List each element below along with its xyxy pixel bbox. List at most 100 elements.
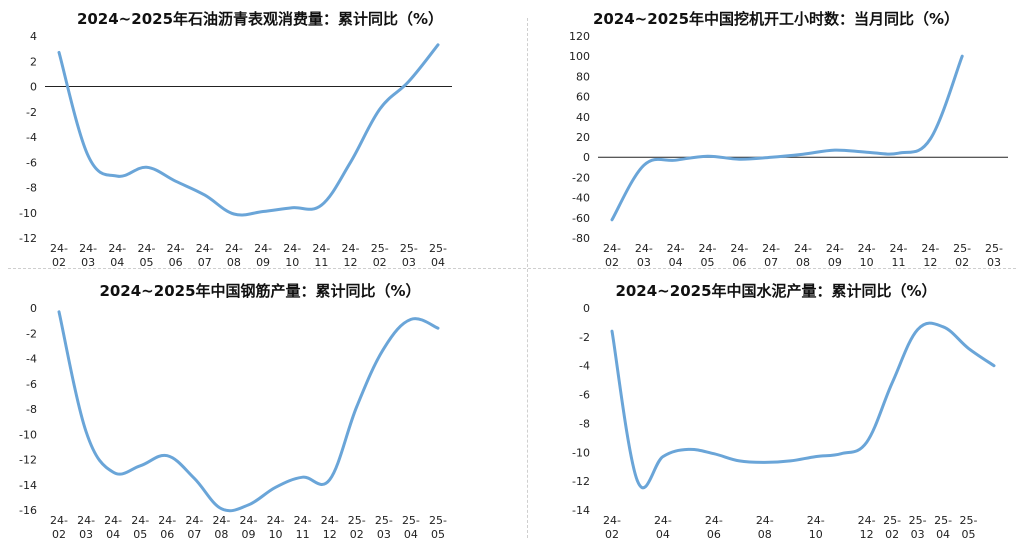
x-tick-label: 11: [314, 256, 328, 269]
y-tick-label: -10: [19, 428, 37, 441]
x-tick-label: 05: [701, 256, 715, 269]
x-tick-label: 24-: [196, 242, 214, 255]
y-tick-label: -10: [572, 446, 590, 459]
x-tick-label: 25-: [429, 514, 447, 527]
x-tick-label: 10: [809, 528, 823, 541]
chart-title: 2024~2025年中国挖机开工小时数：当月同比（%）: [592, 10, 960, 28]
y-tick-label: -14: [19, 479, 37, 492]
y-tick-label: 80: [576, 70, 590, 83]
chart-excavator-hours: 2024~2025年中国挖机开工小时数：当月同比（%） 120 100 80 60 40…: [528, 0, 1024, 270]
x-tick-label: 24-: [342, 242, 360, 255]
x-tick-label: 04: [669, 256, 683, 269]
x-tick-label: 02: [52, 528, 66, 541]
y-tick-label: -8: [26, 182, 37, 195]
x-tick-label: 24-: [890, 242, 908, 255]
x-tick-label: 25-: [985, 242, 1003, 255]
x-tick-label: 07: [764, 256, 778, 269]
x-tick-label: 24-: [699, 242, 717, 255]
x-tick-label: 24-: [79, 242, 97, 255]
x-tick-label: 06: [732, 256, 746, 269]
x-tick-label: 05: [139, 256, 153, 269]
x-tick-label: 24-: [794, 242, 812, 255]
x-tick-label: 05: [133, 528, 147, 541]
y-tick-label: -4: [26, 131, 37, 144]
y-tick-label: -12: [19, 454, 37, 467]
x-tick-label: 24-: [603, 242, 621, 255]
x-tick-label: 24-: [77, 514, 95, 527]
y-tick-label: -2: [579, 331, 590, 344]
x-tick-label: 24-: [321, 514, 339, 527]
x-tick-label: 05: [431, 528, 445, 541]
x-tick-label: 09: [828, 256, 842, 269]
x-tick-label: 24-: [705, 514, 723, 527]
x-tick-label: 11: [296, 528, 310, 541]
x-tick-label: 24-: [137, 242, 155, 255]
chart-asphalt-consumption: 2024~2025年石油沥青表观消费量：累计同比（%） 4 2 0 -2 -4 -6 -8 -…: [0, 0, 520, 270]
x-tick-label: 24-: [158, 514, 176, 527]
x-tick-label: 12: [323, 528, 337, 541]
chart-rebar-output: 2024~2025年中国钢筋产量：累计同比（%） 0 -2 -4 -6 -8 -10 -12…: [0, 272, 520, 544]
y-tick-label: 4: [30, 30, 37, 43]
x-tick-label: 08: [214, 528, 228, 541]
x-tick-label: 11: [892, 256, 906, 269]
chart-svg: 420-2-4-6-8-10-1224-0224-0324-0424-0524-…: [19, 30, 452, 269]
series-line: [610, 54, 964, 222]
x-tick-label: 03: [402, 256, 416, 269]
y-tick-label: -80: [572, 232, 590, 245]
panel-divider-vertical: [527, 18, 528, 538]
x-tick-label: 12: [860, 528, 874, 541]
x-tick-label: 24-: [131, 514, 149, 527]
x-tick-label: 06: [160, 528, 174, 541]
x-tick-label: 25-: [883, 514, 901, 527]
x-tick-label: 04: [431, 256, 445, 269]
x-tick-label: 08: [796, 256, 810, 269]
x-tick-label: 25-: [953, 242, 971, 255]
y-tick-label: -20: [572, 171, 590, 184]
y-tick-label: -12: [19, 232, 37, 245]
chart-svg: 120100806040200-20-40-60-8024-0224-0324-…: [569, 30, 1008, 269]
x-tick-label: 09: [242, 528, 256, 541]
x-tick-label: 12: [344, 256, 358, 269]
x-tick-label: 24-: [858, 514, 876, 527]
x-tick-label: 24-: [858, 242, 876, 255]
x-tick-label: 04: [110, 256, 124, 269]
chart-title: 2024~2025年中国水泥产量：累计同比（%）: [615, 282, 937, 300]
y-tick-label: 40: [576, 111, 590, 124]
x-tick-label: 25-: [960, 514, 978, 527]
x-tick-label: 02: [52, 256, 66, 269]
y-tick-label: -4: [26, 353, 37, 366]
x-tick-label: 04: [106, 528, 120, 541]
x-tick-label: 24-: [762, 242, 780, 255]
x-tick-label: 02: [955, 256, 969, 269]
y-tick-label: -10: [19, 207, 37, 220]
x-tick-label: 07: [187, 528, 201, 541]
x-tick-label: 25-: [909, 514, 927, 527]
x-tick-label: 02: [373, 256, 387, 269]
x-tick-label: 24-: [254, 242, 272, 255]
x-tick-label: 07: [198, 256, 212, 269]
x-tick-label: 25-: [375, 514, 393, 527]
x-tick-label: 24-: [225, 242, 243, 255]
y-tick-label: 0: [583, 302, 590, 315]
y-tick-label: -4: [579, 360, 590, 373]
x-tick-label: 24-: [312, 242, 330, 255]
x-tick-label: 24-: [635, 242, 653, 255]
x-tick-label: 03: [987, 256, 1001, 269]
y-tick-label: -6: [579, 389, 590, 402]
chart-svg: 0-2-4-6-8-10-12-14-1624-0224-0324-0424-0…: [19, 302, 447, 541]
chart-cement-output: 2024~2025年中国水泥产量：累计同比（%） 0 -2 -4 -6 -8 -10 -12…: [528, 272, 1024, 544]
x-tick-label: 24-: [756, 514, 774, 527]
chart-title: 2024~2025年中国钢筋产量：累计同比（%）: [99, 282, 421, 300]
x-tick-label: 03: [79, 528, 93, 541]
x-tick-label: 03: [637, 256, 651, 269]
y-tick-label: 0: [583, 151, 590, 164]
series-line: [610, 321, 996, 490]
y-tick-label: -14: [572, 504, 590, 517]
x-tick-label: 04: [404, 528, 418, 541]
y-tick-label: -2: [26, 106, 37, 119]
x-tick-label: 08: [227, 256, 241, 269]
x-tick-label: 24-: [921, 242, 939, 255]
x-tick-label: 25-: [371, 242, 389, 255]
x-tick-label: 24-: [654, 514, 672, 527]
x-tick-label: 05: [962, 528, 976, 541]
